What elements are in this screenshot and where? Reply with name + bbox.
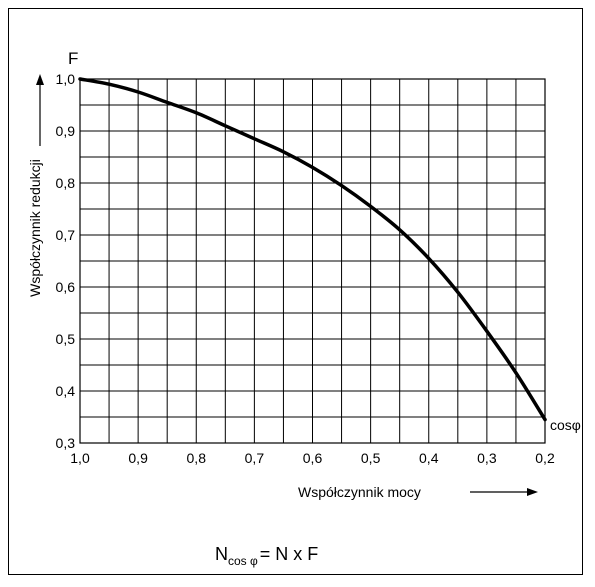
data-point bbox=[340, 184, 343, 187]
x-tick-label: 0,8 bbox=[187, 450, 207, 466]
data-point bbox=[427, 257, 430, 260]
formula: Ncos φ = N x F bbox=[215, 544, 318, 568]
data-point bbox=[108, 83, 111, 86]
data-point bbox=[485, 330, 488, 333]
data-point bbox=[398, 228, 401, 231]
x-axis-arrow-head bbox=[527, 488, 538, 496]
formula-subscript: cos φ bbox=[228, 554, 258, 568]
y-tick-label: 0,8 bbox=[56, 175, 76, 191]
chart-grid bbox=[80, 79, 545, 443]
y-tick-labels: 0,3 0,4 0,5 0,6 0,7 0,8 0,9 1,0 bbox=[56, 71, 76, 451]
x-axis-symbol: cosφ bbox=[550, 417, 581, 433]
series-line bbox=[78, 77, 547, 422]
x-tick-label: 0,7 bbox=[245, 450, 265, 466]
data-point bbox=[544, 418, 547, 421]
y-axis-label: Współczynnik redukcji bbox=[27, 159, 43, 297]
x-tick-label: 0,9 bbox=[128, 450, 148, 466]
y-tick-label: 0,4 bbox=[56, 383, 76, 399]
formula-main: N bbox=[215, 544, 228, 564]
plot-border bbox=[79, 78, 546, 444]
data-point bbox=[79, 78, 82, 81]
data-point bbox=[514, 371, 517, 374]
data-point bbox=[224, 124, 227, 127]
data-point bbox=[166, 101, 169, 104]
x-tick-label: 1,0 bbox=[70, 450, 90, 466]
data-point bbox=[369, 205, 372, 208]
y-tick-label: 0,6 bbox=[56, 279, 76, 295]
y-tick-label: 0,3 bbox=[56, 435, 76, 451]
y-axis-title: Współczynnik redukcji bbox=[27, 74, 44, 297]
y-axis-symbol: F bbox=[68, 49, 78, 68]
formula-rest: = N x F bbox=[260, 544, 319, 564]
data-point bbox=[137, 91, 140, 94]
y-tick-label: 0,5 bbox=[56, 331, 76, 347]
x-tick-label: 0,2 bbox=[535, 450, 555, 466]
y-tick-label: 1,0 bbox=[56, 71, 76, 87]
y-tick-label: 0,9 bbox=[56, 123, 76, 139]
x-tick-label: 0,6 bbox=[303, 450, 323, 466]
data-point bbox=[282, 150, 285, 153]
x-tick-labels: 1,0 0,9 0,8 0,7 0,6 0,5 0,4 0,3 0,2 bbox=[70, 450, 555, 466]
y-axis-arrow-head bbox=[36, 74, 44, 85]
x-tick-label: 0,3 bbox=[477, 450, 497, 466]
data-point bbox=[253, 137, 256, 140]
y-tick-label: 0,7 bbox=[56, 227, 76, 243]
x-tick-label: 0,4 bbox=[419, 450, 439, 466]
data-point bbox=[311, 166, 314, 169]
data-point bbox=[456, 291, 459, 294]
data-point bbox=[195, 111, 198, 114]
x-axis-title: Współczynnik mocy bbox=[298, 484, 538, 500]
x-tick-label: 0,5 bbox=[361, 450, 381, 466]
x-axis-label: Współczynnik mocy bbox=[298, 484, 421, 500]
